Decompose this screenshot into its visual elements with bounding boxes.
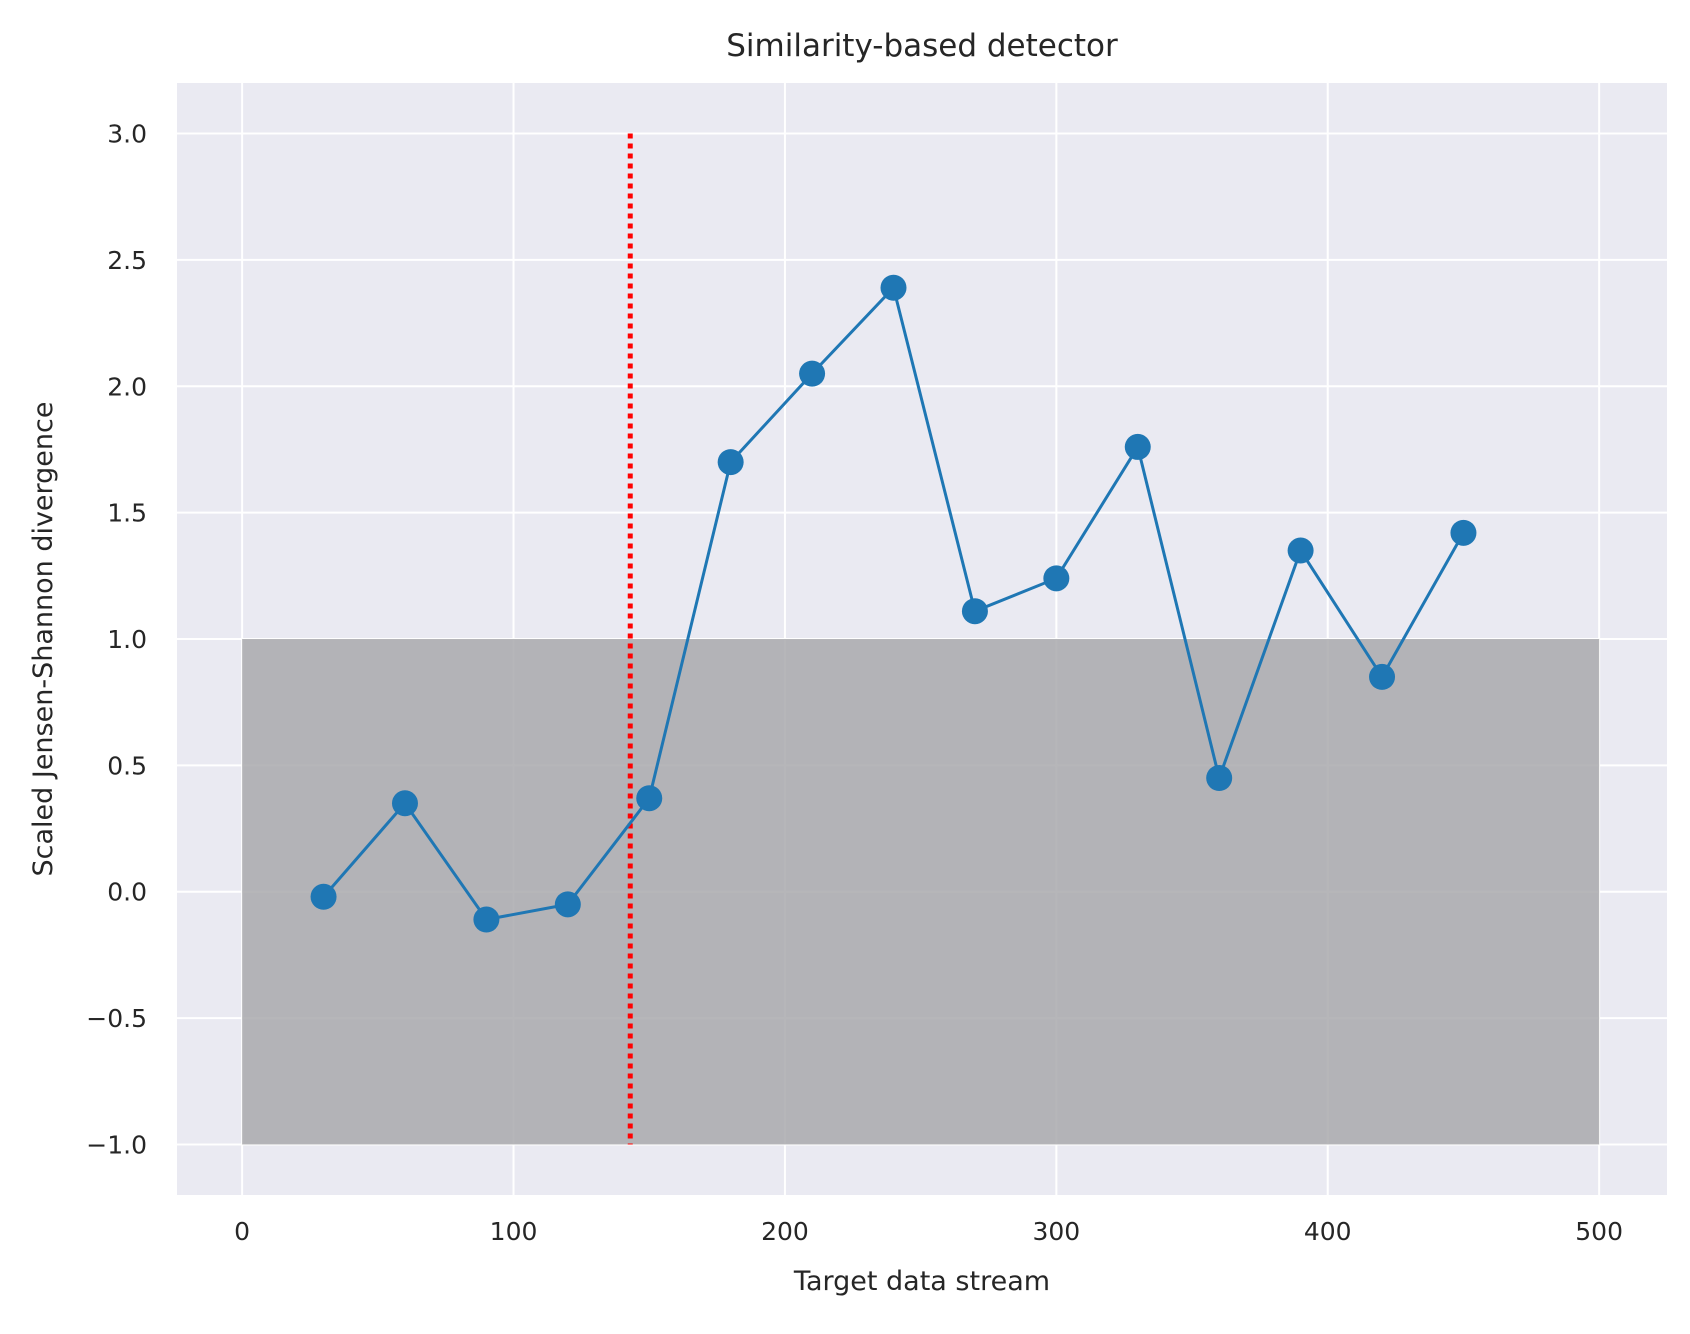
x-tick-label: 0 [234,1217,250,1246]
x-tick-label: 500 [1575,1217,1623,1246]
threshold-band [242,639,1600,1145]
x-axis-ticks: 0 100 200 300 400 500 [234,1217,1623,1246]
y-tick-label: 0.0 [107,878,147,907]
y-tick-label: 0.5 [107,751,147,780]
data-point [1206,765,1233,791]
data-point [961,598,988,625]
y-tick-label: 1.5 [107,499,147,528]
data-point [310,883,337,910]
y-tick-label: 3.0 [107,120,147,149]
data-point [717,449,744,476]
y-axis-label: Scaled Jensen-Shannon divergence [28,402,59,877]
x-axis-label: Target data stream [793,1266,1050,1297]
x-tick-label: 100 [490,1217,538,1246]
data-point [1124,433,1151,460]
data-point [636,785,663,812]
data-point [1043,565,1070,592]
data-point [473,906,500,933]
data-point [391,790,418,817]
y-axis-ticks: −1.0 −0.5 0.0 0.5 1.0 1.5 2.0 2.5 3.0 [86,120,147,1160]
y-tick-label: 1.0 [107,625,147,654]
y-tick-label: 2.0 [107,372,147,401]
data-point [554,891,581,918]
y-tick-label: −1.0 [86,1130,147,1159]
x-tick-label: 400 [1304,1217,1352,1246]
data-point [799,360,826,387]
y-tick-label: 2.5 [107,246,147,275]
data-point [880,274,907,301]
data-point [1369,663,1396,690]
x-tick-label: 300 [1032,1217,1080,1246]
data-point [1450,519,1477,546]
chart-title: Similarity-based detector [726,28,1118,64]
data-points [310,274,1477,933]
data-point [1287,537,1314,564]
y-tick-label: −0.5 [86,1004,147,1033]
x-tick-label: 200 [761,1217,809,1246]
